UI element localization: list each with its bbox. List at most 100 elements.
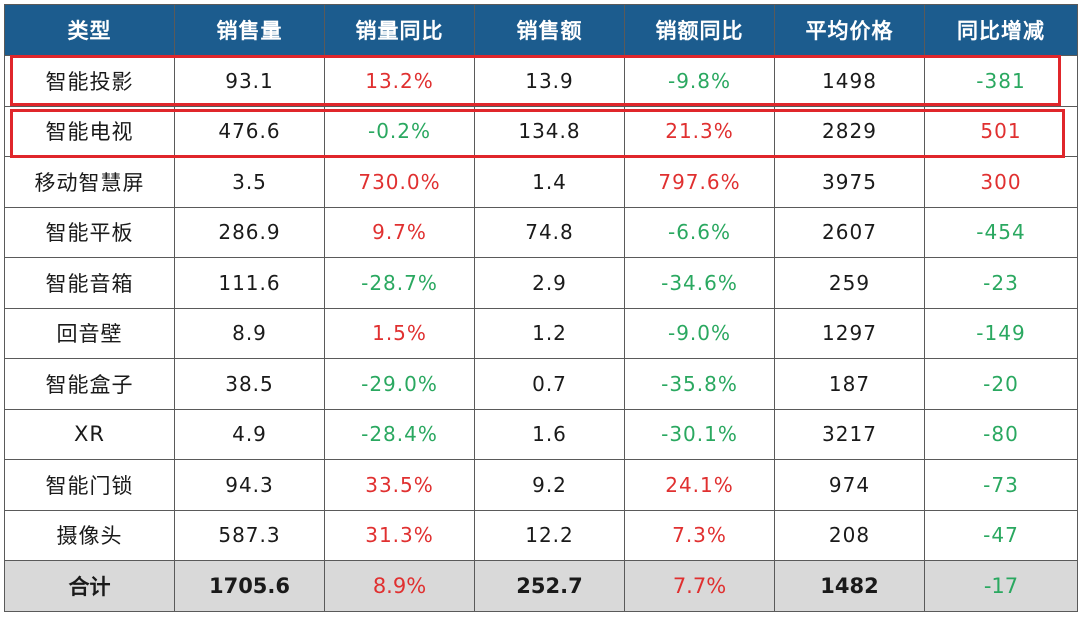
amount-yoy-cell: -35.8% — [624, 358, 775, 410]
type-cell: 回音壁 — [4, 307, 175, 359]
volume-yoy-cell: -28.4% — [324, 408, 475, 460]
sales-volume-cell: 587.3 — [174, 509, 325, 561]
table-row: 回音壁 8.9 1.5% 1.2 -9.0% 1297 -149 — [4, 307, 1078, 359]
amount-yoy-cell: 24.1% — [624, 459, 775, 511]
price-change-cell: -381 — [924, 55, 1078, 107]
header-volume-yoy: 销量同比 — [324, 4, 475, 56]
sales-volume-cell: 8.9 — [174, 307, 325, 359]
avg-price-cell: 3217 — [774, 408, 925, 460]
amount-yoy-cell: -9.8% — [624, 55, 775, 107]
volume-yoy-cell: 9.7% — [324, 206, 475, 258]
table-row: 摄像头 587.3 31.3% 12.2 7.3% 208 -47 — [4, 509, 1078, 561]
type-cell: 智能电视 — [4, 105, 175, 157]
price-change-cell: -80 — [924, 408, 1078, 460]
amount-yoy-cell: -9.0% — [624, 307, 775, 359]
price-change-cell: 501 — [924, 105, 1078, 157]
type-cell: 智能音箱 — [4, 257, 175, 309]
sales-amount-cell: 1.6 — [474, 408, 625, 460]
price-change-cell: -454 — [924, 206, 1078, 258]
sales-amount-cell: 74.8 — [474, 206, 625, 258]
total-volume-yoy-cell: 8.9% — [324, 560, 475, 612]
sales-amount-cell: 9.2 — [474, 459, 625, 511]
avg-price-cell: 3975 — [774, 156, 925, 208]
sales-volume-cell: 3.5 — [174, 156, 325, 208]
type-cell: 智能门锁 — [4, 459, 175, 511]
table-row: 智能音箱 111.6 -28.7% 2.9 -34.6% 259 -23 — [4, 257, 1078, 309]
avg-price-cell: 1498 — [774, 55, 925, 107]
header-sales-amount: 销售额 — [474, 4, 625, 56]
sales-table: 类型 销售量 销量同比 销售额 销额同比 平均价格 同比增减 智能投影 93.1 1… — [4, 4, 1078, 612]
type-cell: 摄像头 — [4, 509, 175, 561]
amount-yoy-cell: -30.1% — [624, 408, 775, 460]
sales-amount-cell: 1.4 — [474, 156, 625, 208]
header-amount-yoy: 销额同比 — [624, 4, 775, 56]
sales-volume-cell: 4.9 — [174, 408, 325, 460]
table-row: 智能门锁 94.3 33.5% 9.2 24.1% 974 -73 — [4, 459, 1078, 511]
total-row: 合计 1705.6 8.9% 252.7 7.7% 1482 -17 — [4, 560, 1078, 612]
volume-yoy-cell: 13.2% — [324, 55, 475, 107]
amount-yoy-cell: -6.6% — [624, 206, 775, 258]
price-change-cell: -20 — [924, 358, 1078, 410]
avg-price-cell: 2829 — [774, 105, 925, 157]
table-row: 移动智慧屏 3.5 730.0% 1.4 797.6% 3975 300 — [4, 156, 1078, 208]
volume-yoy-cell: 31.3% — [324, 509, 475, 561]
volume-yoy-cell: -28.7% — [324, 257, 475, 309]
sales-volume-cell: 93.1 — [174, 55, 325, 107]
price-change-cell: 300 — [924, 156, 1078, 208]
header-avg-price: 平均价格 — [774, 4, 925, 56]
amount-yoy-cell: 7.3% — [624, 509, 775, 561]
header-sales-volume: 销售量 — [174, 4, 325, 56]
price-change-cell: -149 — [924, 307, 1078, 359]
sales-volume-cell: 476.6 — [174, 105, 325, 157]
sales-amount-cell: 12.2 — [474, 509, 625, 561]
avg-price-cell: 187 — [774, 358, 925, 410]
table-row: XR 4.9 -28.4% 1.6 -30.1% 3217 -80 — [4, 408, 1078, 460]
avg-price-cell: 259 — [774, 257, 925, 309]
sales-volume-cell: 286.9 — [174, 206, 325, 258]
table-row: 智能盒子 38.5 -29.0% 0.7 -35.8% 187 -20 — [4, 358, 1078, 410]
sales-volume-cell: 111.6 — [174, 257, 325, 309]
header-row: 类型 销售量 销量同比 销售额 销额同比 平均价格 同比增减 — [4, 4, 1078, 56]
table-footer: 合计 1705.6 8.9% 252.7 7.7% 1482 -17 — [4, 560, 1078, 612]
sales-volume-cell: 94.3 — [174, 459, 325, 511]
type-cell: 智能平板 — [4, 206, 175, 258]
avg-price-cell: 2607 — [774, 206, 925, 258]
table-row: 智能投影 93.1 13.2% 13.9 -9.8% 1498 -381 — [4, 55, 1078, 107]
sales-amount-cell: 13.9 — [474, 55, 625, 107]
type-cell: 智能盒子 — [4, 358, 175, 410]
total-amount-yoy-cell: 7.7% — [624, 560, 775, 612]
table-row: 智能电视 476.6 -0.2% 134.8 21.3% 2829 501 — [4, 105, 1078, 157]
volume-yoy-cell: 730.0% — [324, 156, 475, 208]
total-sales-volume-cell: 1705.6 — [174, 560, 325, 612]
volume-yoy-cell: 1.5% — [324, 307, 475, 359]
table-header: 类型 销售量 销量同比 销售额 销额同比 平均价格 同比增减 — [4, 4, 1078, 56]
amount-yoy-cell: 797.6% — [624, 156, 775, 208]
type-cell: XR — [4, 408, 175, 460]
total-type-cell: 合计 — [4, 560, 175, 612]
total-sales-amount-cell: 252.7 — [474, 560, 625, 612]
total-avg-price-cell: 1482 — [774, 560, 925, 612]
header-price-change: 同比增减 — [924, 4, 1078, 56]
price-change-cell: -73 — [924, 459, 1078, 511]
volume-yoy-cell: 33.5% — [324, 459, 475, 511]
sales-amount-cell: 1.2 — [474, 307, 625, 359]
avg-price-cell: 1297 — [774, 307, 925, 359]
price-change-cell: -23 — [924, 257, 1078, 309]
table-body: 智能投影 93.1 13.2% 13.9 -9.8% 1498 -381 智能电视 476.6-… — [4, 55, 1078, 561]
header-type: 类型 — [4, 4, 175, 56]
sales-amount-cell: 0.7 — [474, 358, 625, 410]
amount-yoy-cell: 21.3% — [624, 105, 775, 157]
amount-yoy-cell: -34.6% — [624, 257, 775, 309]
type-cell: 智能投影 — [4, 55, 175, 107]
volume-yoy-cell: -0.2% — [324, 105, 475, 157]
volume-yoy-cell: -29.0% — [324, 358, 475, 410]
sales-amount-cell: 2.9 — [474, 257, 625, 309]
avg-price-cell: 208 — [774, 509, 925, 561]
sales-volume-cell: 38.5 — [174, 358, 325, 410]
sales-amount-cell: 134.8 — [474, 105, 625, 157]
table-row: 智能平板 286.9 9.7% 74.8 -6.6% 2607 -454 — [4, 206, 1078, 258]
price-change-cell: -47 — [924, 509, 1078, 561]
type-cell: 移动智慧屏 — [4, 156, 175, 208]
data-table-container: 类型 销售量 销量同比 销售额 销额同比 平均价格 同比增减 智能投影 93.1 1… — [4, 4, 1078, 612]
avg-price-cell: 974 — [774, 459, 925, 511]
